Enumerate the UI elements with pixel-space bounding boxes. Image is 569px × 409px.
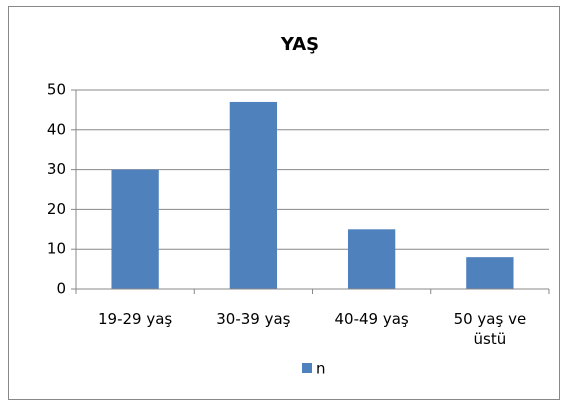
- y-tick-label: 0: [56, 280, 66, 298]
- chart-title: YAŞ: [280, 34, 319, 55]
- x-tick-label: 30-39 yaş: [216, 310, 291, 328]
- x-tick-label: 50 yaş ve üstü: [453, 310, 527, 348]
- bar: [229, 101, 278, 289]
- bar: [111, 169, 159, 289]
- x-tick-label: 19-29 yaş: [98, 310, 173, 328]
- y-tick-label: 30: [47, 160, 66, 178]
- x-tick-label: 40-49 yaş: [334, 310, 409, 328]
- bar: [347, 229, 396, 289]
- y-tick-label: 50: [47, 81, 66, 99]
- bar: [466, 257, 514, 289]
- y-tick-label: 40: [47, 120, 66, 138]
- frame: [8, 6, 560, 400]
- legend-swatch: [302, 363, 312, 373]
- y-tick-label: 20: [47, 200, 66, 218]
- y-tick-label: 10: [47, 240, 66, 258]
- legend-label: n: [316, 360, 326, 378]
